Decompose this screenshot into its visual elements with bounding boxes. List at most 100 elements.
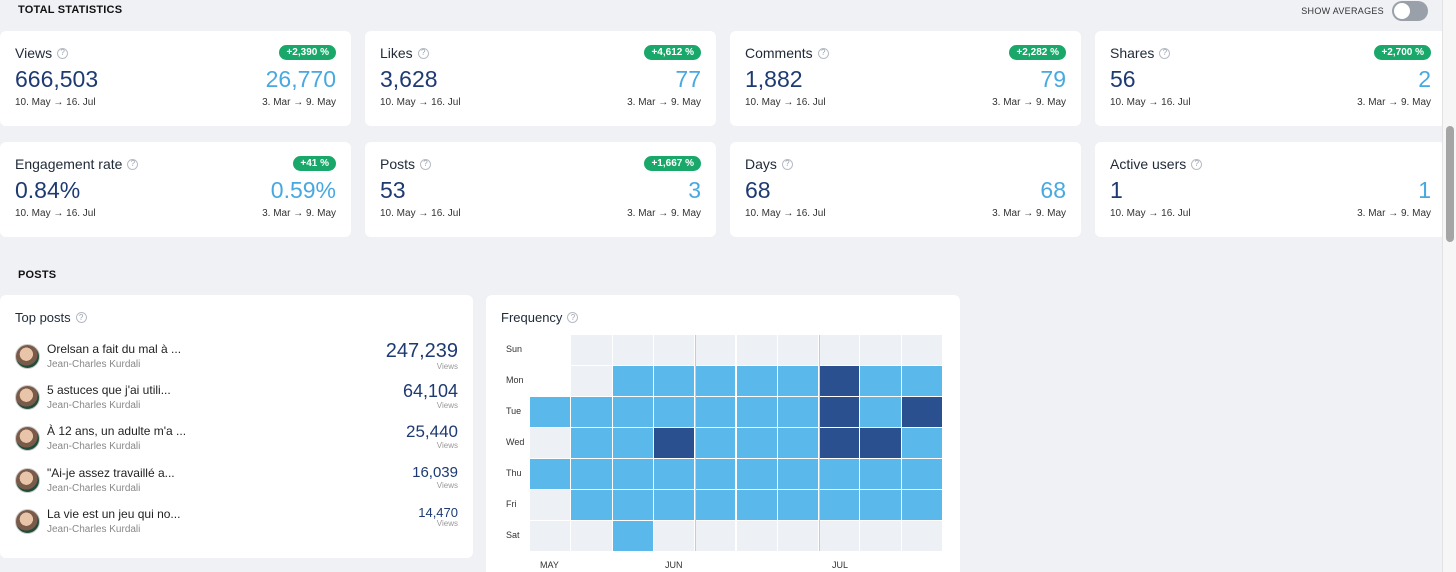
heatmap-cell[interactable] [571, 335, 612, 365]
post-title[interactable]: 5 astuces que j'ai utili... [47, 383, 171, 397]
heatmap-cell[interactable] [819, 490, 860, 520]
help-icon[interactable]: ? [567, 312, 579, 323]
heatmap-cell[interactable] [860, 366, 901, 396]
heatmap-cell[interactable] [860, 490, 901, 520]
heatmap-cell[interactable] [777, 428, 819, 458]
post-title[interactable]: La vie est un jeu qui no... [47, 507, 181, 521]
heatmap-cell[interactable] [571, 490, 612, 520]
heatmap-cell[interactable] [736, 459, 777, 489]
heatmap-cell[interactable] [612, 521, 653, 551]
heatmap-cell[interactable] [736, 428, 777, 458]
heatmap-cell[interactable] [695, 366, 736, 396]
heatmap-cell[interactable] [612, 490, 653, 520]
post-row[interactable]: "Ai-je assez travaillé a... Jean-Charles… [15, 464, 458, 500]
heatmap-cell[interactable] [901, 366, 942, 396]
heatmap-cell[interactable] [901, 459, 942, 489]
heatmap-cell[interactable] [695, 521, 736, 551]
heatmap-cell[interactable] [653, 521, 695, 551]
heatmap-cell[interactable] [653, 428, 695, 458]
day-label-thu: Thu [506, 468, 522, 478]
heatmap-cell[interactable] [860, 521, 901, 551]
scrollbar-thumb[interactable] [1446, 126, 1454, 242]
help-icon[interactable]: ? [127, 158, 139, 170]
post-title[interactable]: Orelsan a fait du mal à ... [47, 342, 182, 356]
heatmap-cell[interactable] [901, 397, 942, 427]
heatmap-cell[interactable] [571, 397, 612, 427]
post-title[interactable]: À 12 ans, un adulte m'a ... [47, 424, 187, 438]
heatmap-cell[interactable] [819, 521, 860, 551]
heatmap-cell[interactable] [695, 335, 736, 365]
help-icon[interactable]: ? [57, 47, 69, 59]
help-icon[interactable]: ? [75, 312, 87, 323]
heatmap-cell[interactable] [736, 397, 777, 427]
heatmap-cell[interactable] [736, 335, 777, 365]
heatmap-cell[interactable] [736, 366, 777, 396]
heatmap-cell[interactable] [695, 428, 736, 458]
heatmap-cell[interactable] [819, 335, 860, 365]
heatmap-cell[interactable] [571, 428, 612, 458]
heatmap-cell[interactable] [819, 366, 860, 396]
heatmap-cell[interactable] [530, 521, 571, 551]
page-scrollbar[interactable] [1442, 0, 1456, 572]
post-row[interactable]: Orelsan a fait du mal à ... Jean-Charles… [15, 340, 458, 376]
heatmap-cell[interactable] [653, 490, 695, 520]
heatmap-cell[interactable] [736, 521, 777, 551]
heatmap-cell[interactable] [530, 490, 571, 520]
heatmap-cell[interactable] [901, 490, 942, 520]
help-icon[interactable]: ? [420, 158, 432, 170]
frequency-card: Frequency? Sun Mon Tue Wed Thu Fri Sat M… [486, 295, 960, 572]
views-label: Views [436, 441, 458, 450]
current-value: 666,503 [15, 66, 99, 92]
heatmap-cell[interactable] [653, 366, 695, 396]
heatmap-cell[interactable] [777, 366, 819, 396]
heatmap-cell[interactable] [736, 490, 777, 520]
heatmap-cell[interactable] [612, 428, 653, 458]
heatmap-cell[interactable] [819, 459, 860, 489]
heatmap-cell[interactable] [860, 335, 901, 365]
heatmap-cell[interactable] [653, 459, 695, 489]
heatmap-cell[interactable] [571, 366, 612, 396]
heatmap-cell[interactable] [819, 397, 860, 427]
top-posts-card: Top posts? Orelsan a fait du mal à ... J… [0, 295, 473, 558]
heatmap-cell[interactable] [777, 459, 819, 489]
heatmap-cell[interactable] [901, 521, 942, 551]
help-icon[interactable]: ? [417, 47, 429, 59]
stat-label: Views? [15, 45, 69, 61]
heatmap-cell[interactable] [612, 366, 653, 396]
heatmap-cell[interactable] [695, 459, 736, 489]
heatmap-cell[interactable] [860, 428, 901, 458]
heatmap-cell[interactable] [612, 459, 653, 489]
heatmap-cell[interactable] [860, 397, 901, 427]
heatmap-cell[interactable] [777, 335, 819, 365]
help-icon[interactable]: ? [1159, 47, 1171, 59]
heatmap-cell[interactable] [530, 459, 571, 489]
stat-label-text: Active users [1110, 156, 1187, 172]
stat-label: Posts? [380, 156, 432, 172]
heatmap-cell[interactable] [653, 397, 695, 427]
heatmap-cell[interactable] [777, 521, 819, 551]
heatmap-cell[interactable] [530, 428, 571, 458]
heatmap-cell[interactable] [819, 428, 860, 458]
heatmap-cell[interactable] [571, 459, 612, 489]
heatmap-cell[interactable] [777, 490, 819, 520]
post-row[interactable]: La vie est un jeu qui no... Jean-Charles… [15, 505, 458, 541]
heatmap-cell[interactable] [901, 428, 942, 458]
heatmap-cell[interactable] [695, 397, 736, 427]
heatmap-cell[interactable] [530, 397, 571, 427]
show-averages-toggle[interactable] [1392, 1, 1428, 21]
heatmap-cell[interactable] [777, 397, 819, 427]
previous-range: 3. Mar → 9. May [992, 97, 1066, 108]
post-title[interactable]: "Ai-je assez travaillé a... [47, 466, 175, 480]
post-row[interactable]: 5 astuces que j'ai utili... Jean-Charles… [15, 381, 458, 417]
heatmap-cell[interactable] [612, 397, 653, 427]
heatmap-cell[interactable] [571, 521, 612, 551]
heatmap-cell[interactable] [901, 335, 942, 365]
heatmap-cell[interactable] [653, 335, 695, 365]
heatmap-cell[interactable] [612, 335, 653, 365]
heatmap-cell[interactable] [695, 490, 736, 520]
heatmap-cell[interactable] [860, 459, 901, 489]
help-icon[interactable]: ? [1191, 158, 1203, 170]
post-row[interactable]: À 12 ans, un adulte m'a ... Jean-Charles… [15, 422, 458, 458]
help-icon[interactable]: ? [781, 158, 793, 170]
help-icon[interactable]: ? [817, 47, 829, 59]
